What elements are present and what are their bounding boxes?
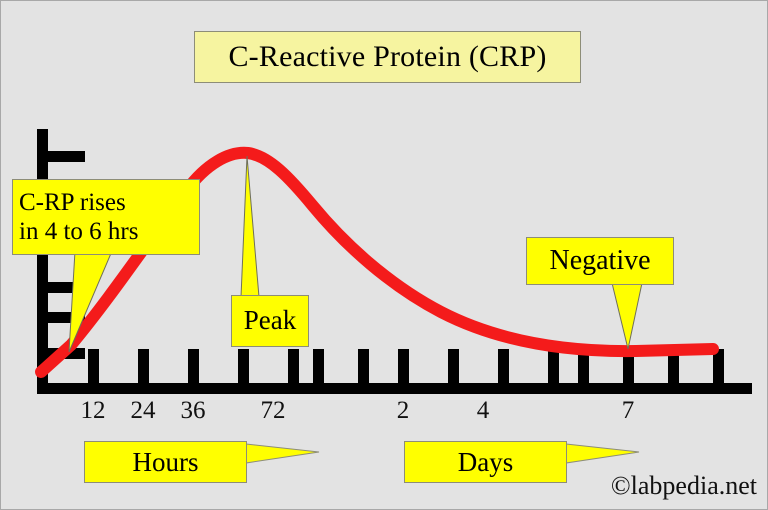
x-axis-tick: [288, 349, 299, 384]
x-axis-tick: [238, 349, 249, 384]
x-axis-tick-label: 36: [180, 397, 206, 424]
y-axis-tick: [48, 282, 85, 293]
annotation-peak-label: Peak: [243, 305, 297, 336]
annotation-rise-line2: in 4 to 6 hrs: [19, 218, 139, 245]
x-axis-tick: [398, 349, 409, 384]
x-axis-tick: [313, 349, 324, 384]
days-band-arrow: [565, 443, 640, 464]
x-axis-line: [37, 383, 752, 394]
x-axis-tick-label: 12: [80, 397, 106, 424]
x-axis-tick: [88, 349, 99, 384]
y-axis-tick: [48, 312, 85, 323]
x-axis-tick-label: 2: [396, 397, 410, 424]
axis-band-days: Days: [404, 441, 567, 483]
x-axis-tick: [713, 349, 724, 384]
x-axis-tick: [623, 349, 634, 384]
x-axis-tick-label: 7: [621, 397, 635, 424]
annotation-peak: Peak: [231, 295, 309, 347]
x-axis-tick: [548, 349, 559, 384]
x-axis-ticks: [88, 349, 724, 384]
x-axis-tick: [578, 349, 589, 384]
x-axis-tick: [188, 349, 199, 384]
chart-title-banner: C-Reactive Protein (CRP): [194, 31, 581, 83]
hours-band-arrow: [245, 443, 320, 464]
x-axis-tick-label: 4: [476, 397, 490, 424]
axis-band-hours-label: Hours: [132, 446, 199, 477]
axis-band-days-label: Days: [457, 446, 514, 477]
annotation-rise-line1: C-RP rises: [19, 188, 126, 216]
annotation-negative: Negative: [526, 237, 674, 285]
x-axis-tick: [448, 349, 459, 384]
x-axis-tick: [358, 349, 369, 384]
x-axis-tick: [138, 349, 149, 384]
annotation-rise: C-RP rises in 4 to 6 hrs: [12, 179, 200, 255]
x-axis-tick-label: 24: [130, 397, 156, 424]
annotation-negative-label: Negative: [549, 245, 651, 277]
x-axis-tick-label: 72: [260, 397, 286, 424]
page-title: C-Reactive Protein (CRP): [228, 40, 547, 73]
y-axis-tick: [48, 151, 85, 162]
x-axis-tick: [498, 349, 509, 384]
y-axis-line: [37, 129, 48, 387]
axis-band-hours: Hours: [84, 441, 247, 483]
callout-pointer-negative: [611, 282, 643, 350]
x-axis-tick: [668, 349, 679, 384]
watermark-labpedia: ©labpedia.net: [610, 471, 757, 500]
callout-pointer-peak: [240, 155, 260, 298]
